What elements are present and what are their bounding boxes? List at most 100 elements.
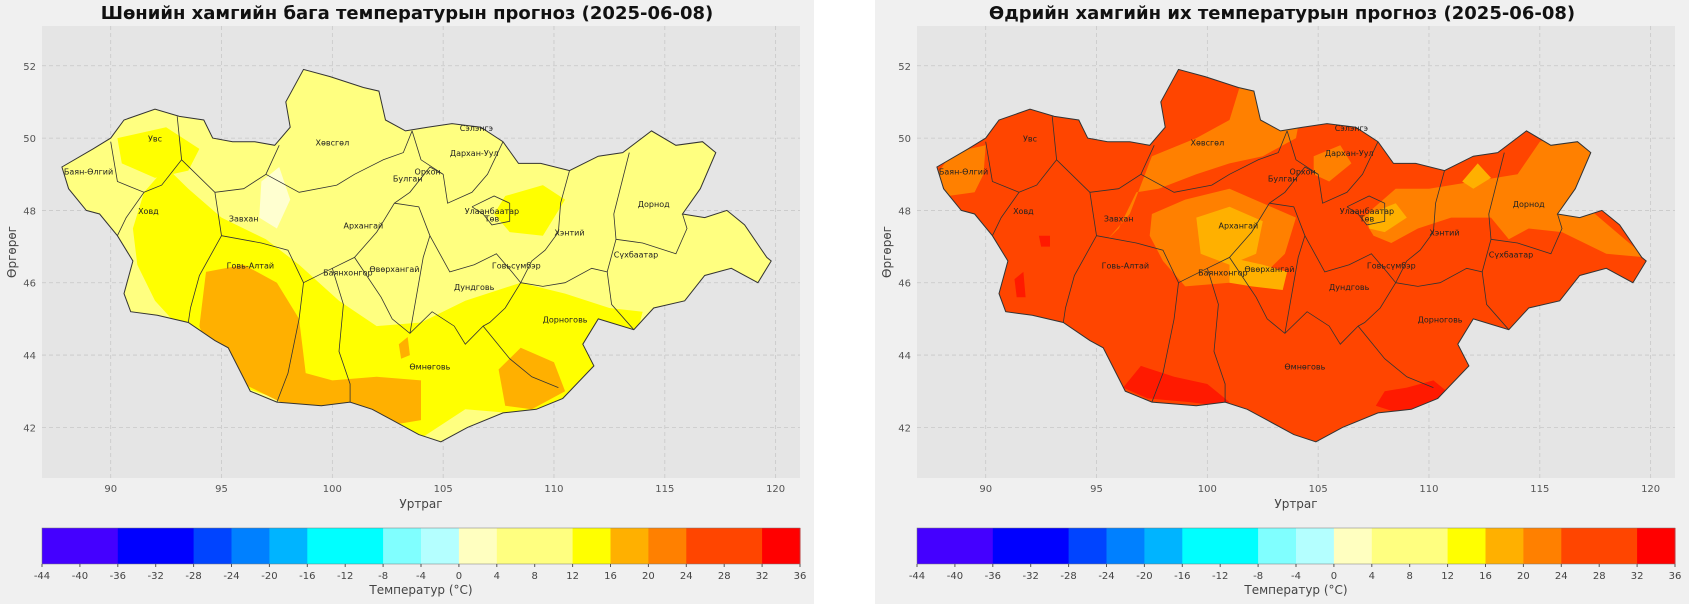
colorbar-tick-label: -12 — [337, 571, 353, 582]
y-tick-label: 48 — [23, 206, 36, 217]
province-label: Хөвсгөл — [315, 138, 349, 147]
province-label: Булган — [393, 174, 423, 183]
colorbar-level — [193, 528, 232, 564]
colorbar-tick-label: -36 — [985, 571, 1001, 582]
temperature-zone — [1229, 257, 1288, 290]
province-border — [482, 282, 522, 327]
y-tick-label: 46 — [23, 279, 36, 290]
province-label: Хэнтий — [554, 229, 584, 238]
colorbar-level — [117, 528, 195, 564]
colorbar-tick-label: 20 — [642, 571, 655, 582]
colorbar-level — [383, 528, 422, 564]
x-tick-label: 110 — [1419, 484, 1438, 495]
province-border — [613, 152, 630, 215]
colorbar-tick-label: -8 — [378, 571, 388, 582]
province-border — [265, 130, 413, 193]
y-axis-label: Өргөрөг — [880, 226, 894, 278]
colorbar-tick-label: -20 — [1136, 571, 1152, 582]
province-label: Төв — [484, 214, 500, 223]
x-tick-label: 105 — [1309, 484, 1328, 495]
temperature-zone — [1313, 145, 1352, 182]
y-tick-label: 52 — [23, 62, 36, 73]
colorbar-tick-label: -24 — [223, 571, 239, 582]
colorbar-tick-label: 28 — [1593, 571, 1606, 582]
colorbar-level — [42, 528, 119, 564]
colorbar-label: Температур (°C) — [1243, 583, 1347, 597]
colorbar-tick-label: 16 — [604, 571, 617, 582]
colorbar-level — [421, 528, 460, 564]
x-tick-label: 105 — [434, 484, 453, 495]
province-label: Дорнод — [1513, 200, 1545, 209]
province-border — [1346, 195, 1386, 226]
colorbar-level — [496, 528, 574, 564]
colorbar-level — [917, 528, 994, 564]
colorbar-tick-label: 12 — [1441, 571, 1454, 582]
province-border — [214, 145, 280, 193]
temperature-zone — [199, 264, 421, 428]
province-label: Орхон — [1290, 167, 1316, 176]
temperature-zone — [1196, 206, 1263, 265]
province-label: Говь-Алтай — [1102, 261, 1149, 270]
colorbar-level — [1333, 528, 1373, 564]
y-tick-label: 44 — [23, 351, 36, 362]
colorbar-tick-label: 4 — [1369, 571, 1375, 582]
province-border — [471, 195, 511, 226]
colorbar-level — [458, 528, 498, 564]
x-tick-label: 115 — [1530, 484, 1549, 495]
colorbar-tick-label: 20 — [1517, 571, 1530, 582]
right-map-panel: Өдрийн хамгийн их температурын прогноз (… — [875, 0, 1689, 604]
province-border — [303, 166, 444, 284]
y-tick-label: 42 — [898, 423, 911, 434]
province-border — [1490, 213, 1563, 255]
colorbar-tick-label: 36 — [794, 571, 807, 582]
province-label: Дундговь — [1329, 283, 1370, 292]
country-outline — [61, 68, 772, 443]
temperature-zone — [1014, 271, 1026, 298]
temperature-zones — [936, 69, 1647, 413]
colorbar-level — [269, 528, 308, 564]
province-label: Говьсүмбэр — [1367, 261, 1416, 270]
colorbar-tick-label: 8 — [532, 571, 538, 582]
colorbar-tick-label: -4 — [1291, 571, 1301, 582]
province-label: Дорнод — [638, 200, 670, 209]
left-map-panel: Шөнийн хамгийн бага температурын прогноз… — [0, 0, 814, 604]
colorbar-tick-label: 24 — [680, 571, 693, 582]
temperature-zone — [117, 127, 200, 178]
province-border — [143, 116, 183, 193]
x-tick-label: 90 — [979, 484, 992, 495]
temperature-zone — [494, 185, 566, 236]
colorbar-tick-label: 0 — [456, 571, 462, 582]
y-tick-label: 44 — [898, 351, 911, 362]
colorbar-tick-label: 8 — [1407, 571, 1413, 582]
x-tick-label: 110 — [544, 484, 563, 495]
x-tick-label: 95 — [215, 484, 228, 495]
x-tick-label: 100 — [323, 484, 342, 495]
province-label: Өмнөговь — [1284, 363, 1325, 372]
province-label: Хэнтий — [1429, 229, 1459, 238]
province-border — [615, 213, 688, 255]
province-label: Баянхонгор — [1198, 269, 1247, 278]
y-tick-label: 52 — [898, 62, 911, 73]
colorbar-tick-label: -44 — [34, 571, 50, 582]
province-label: Сэлэнгэ — [1335, 124, 1368, 133]
province-label: Хөвсгөл — [1190, 138, 1224, 147]
colorbar-tick-label: -4 — [416, 571, 426, 582]
colorbar-tick-label: 16 — [1479, 571, 1492, 582]
province-border — [1089, 145, 1155, 193]
province-label: Увс — [148, 135, 162, 144]
province-label: Төв — [1359, 214, 1375, 223]
colorbar-level — [572, 528, 611, 564]
province-label: Сүхбаатар — [1489, 250, 1533, 259]
province-label: Дархан-Уул — [450, 149, 499, 158]
colorbar-level — [1258, 528, 1297, 564]
colorbar: -44 -40 -36 -32 -28 -24 -20 -16 -12 -8 -4 0 4 8 12 16 20… — [34, 527, 807, 597]
province-border — [1178, 166, 1319, 284]
y-tick-label: 42 — [23, 423, 36, 434]
colorbar-level — [307, 528, 384, 564]
temperature-zone — [1038, 235, 1050, 247]
province-border — [1206, 268, 1226, 403]
colorbar-level — [1485, 528, 1524, 564]
province-label: Говь-Алтай — [227, 261, 274, 270]
x-axis-label: Уртраг — [1274, 497, 1317, 511]
province-border — [1488, 152, 1505, 215]
